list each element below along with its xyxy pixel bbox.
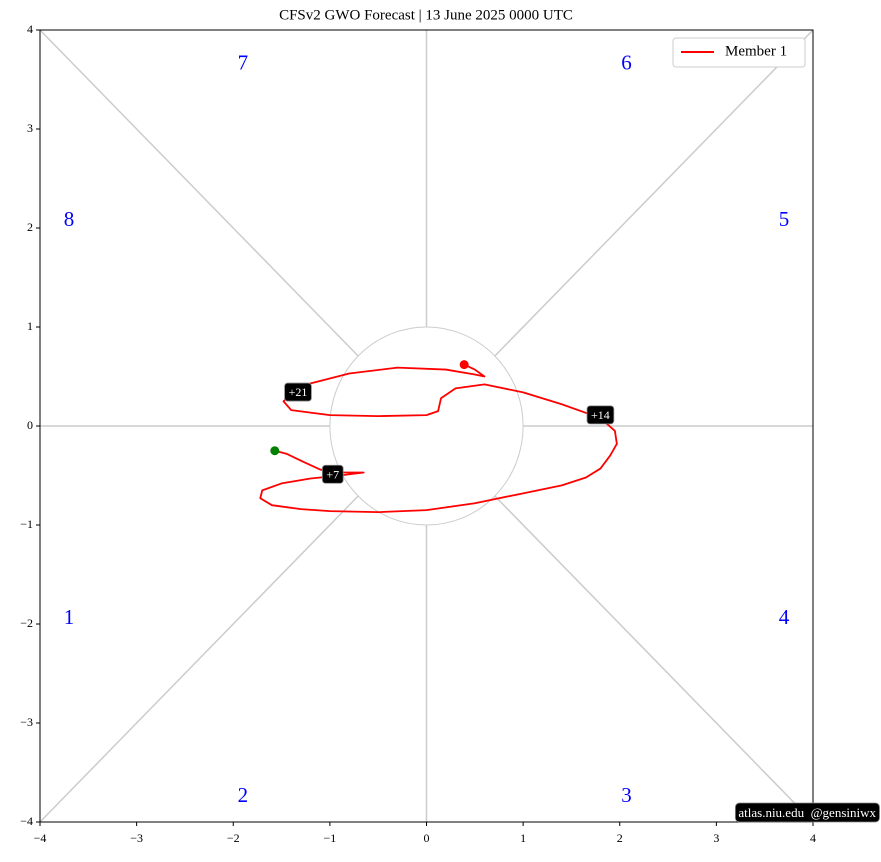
annotation-box	[586, 405, 615, 425]
phase-label: 1	[64, 605, 75, 629]
y-tick-label: −1	[20, 517, 33, 531]
x-tick-label: 2	[617, 831, 623, 845]
start-marker	[270, 446, 280, 456]
y-tick-label: 4	[27, 22, 33, 36]
annotation-box	[284, 382, 312, 402]
x-tick-label: −4	[34, 831, 47, 845]
x-tick-label: −2	[227, 831, 240, 845]
amplitude-circle	[329, 326, 524, 526]
y-tick-label: 1	[27, 319, 33, 333]
chart-title: CFSv2 GWO Forecast | 13 June 2025 0000 U…	[279, 7, 573, 23]
phase-label: 2	[238, 783, 249, 807]
annotation-box	[321, 464, 344, 484]
annotation-label: +7	[326, 467, 339, 481]
y-tick-label: −3	[20, 715, 33, 729]
phase-divider	[494, 29, 814, 357]
x-tick-label: 4	[810, 831, 816, 845]
y-tick-label: 2	[27, 220, 33, 234]
phase-divider	[39, 495, 359, 823]
day-annotation: +14	[586, 405, 615, 425]
legend: Member 1	[672, 37, 806, 68]
y-tick-label: −2	[20, 616, 33, 630]
x-tick-label: −3	[130, 831, 143, 845]
trajectory-line	[259, 363, 618, 514]
x-tick-label: 1	[520, 831, 526, 845]
x-tick-label: 0	[424, 831, 430, 845]
credit: atlas.niu.edu @gensiniwx	[734, 802, 880, 823]
phase-label: 6	[621, 50, 632, 74]
credit-box	[734, 802, 880, 823]
y-tick-label: −4	[20, 814, 33, 828]
annotation-label: +21	[289, 385, 308, 399]
phase-label: 8	[64, 207, 75, 231]
end-marker	[459, 360, 469, 370]
phase-label: 4	[779, 605, 790, 629]
phase-divider	[39, 29, 359, 357]
phase-label: 7	[238, 50, 249, 74]
y-tick-label: 3	[27, 121, 33, 135]
legend-box	[672, 37, 806, 68]
y-tick-label: 0	[27, 418, 33, 432]
x-tick-label: 3	[713, 831, 719, 845]
day-annotation: +7	[321, 464, 344, 484]
phase-label: 5	[779, 207, 790, 231]
annotation-label: +14	[591, 408, 610, 422]
phase-label: 3	[621, 783, 632, 807]
legend-label: Member 1	[725, 43, 787, 59]
x-tick-label: −1	[323, 831, 336, 845]
credit-label: atlas.niu.edu @gensiniwx	[738, 805, 876, 820]
phase-divider	[494, 495, 814, 823]
day-annotation: +21	[284, 382, 312, 402]
